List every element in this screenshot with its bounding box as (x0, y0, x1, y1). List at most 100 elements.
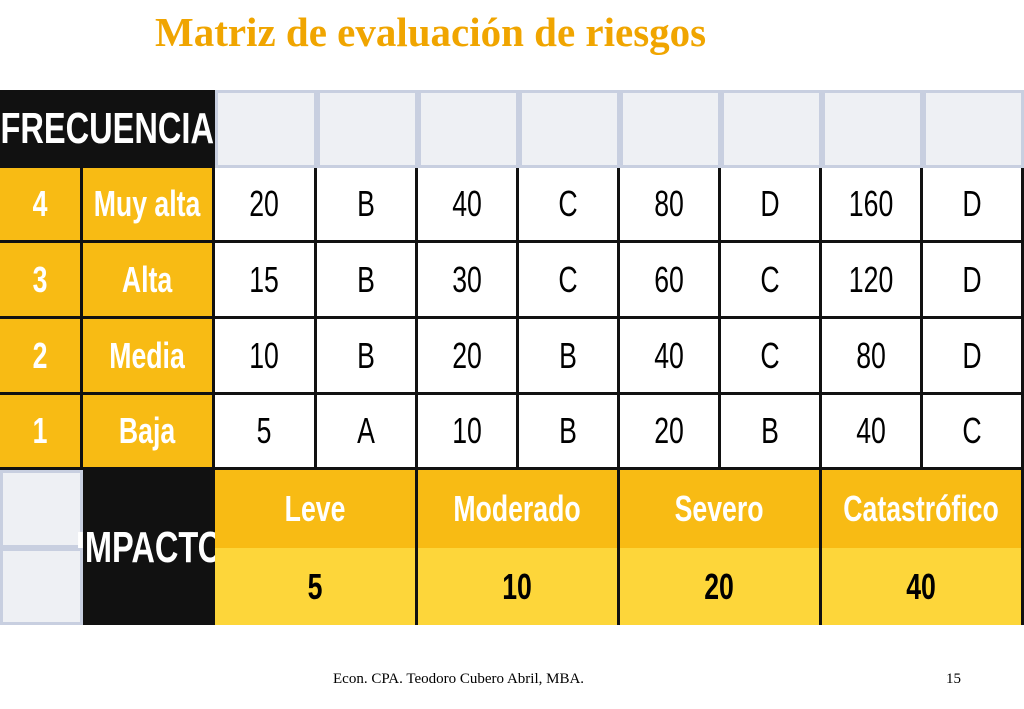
risk-score-text: 15 (249, 258, 280, 300)
risk-score: 10 (215, 319, 317, 395)
risk-rating-text: D (962, 183, 982, 224)
risk-rating: C (519, 168, 620, 243)
risk-score: 20 (215, 168, 317, 243)
risk-score-text: 30 (452, 258, 482, 300)
risk-score: 40 (822, 395, 923, 470)
risk-rating: C (721, 243, 822, 319)
impact-value: 10 (418, 548, 620, 625)
impact-blank-cell (0, 548, 83, 625)
impact-label-text: Severo (675, 488, 764, 529)
impact-label-text: Moderado (453, 488, 582, 529)
risk-score: 80 (822, 319, 923, 395)
impact-value: 5 (215, 548, 418, 625)
risk-rating: C (721, 319, 822, 395)
header-blank-cell (923, 90, 1024, 168)
risk-score: 15 (215, 243, 317, 319)
risk-score-text: 40 (452, 183, 482, 224)
risk-rating: A (317, 395, 418, 470)
risk-rating-text: C (760, 258, 780, 300)
impact-label: Catastrófico (822, 470, 1024, 548)
impact-value: 20 (620, 548, 822, 625)
risk-rating-text: B (357, 258, 375, 300)
risk-rating: B (317, 243, 418, 319)
risk-rating-text: C (558, 258, 578, 300)
risk-rating-text: C (962, 410, 982, 451)
risk-score: 160 (822, 168, 923, 243)
risk-score: 5 (215, 395, 317, 470)
frequency-label: Media (83, 319, 215, 395)
risk-score-text: 80 (654, 183, 684, 224)
risk-rating-text: B (559, 410, 577, 451)
footer-author: Econ. CPA. Teodoro Cubero Abril, MBA. (333, 671, 585, 687)
impact-label: Moderado (418, 470, 620, 548)
risk-score: 20 (620, 395, 721, 470)
risk-rating: B (519, 395, 620, 470)
frequency-label-text: Baja (119, 410, 176, 451)
risk-rating: D (721, 168, 822, 243)
frequency-label: Baja (83, 395, 215, 470)
frequency-label: Alta (83, 243, 215, 319)
risk-score-text: 40 (856, 410, 886, 451)
risk-rating-text: C (558, 183, 578, 224)
risk-score-text: 160 (848, 183, 894, 224)
page-number: 15 (946, 671, 961, 687)
risk-score: 40 (418, 168, 519, 243)
risk-score-text: 80 (856, 334, 886, 376)
risk-score: 120 (822, 243, 923, 319)
frequency-label-text: Muy alta (94, 183, 201, 224)
risk-rating-text: B (761, 410, 779, 451)
impact-value-text: 10 (502, 565, 533, 607)
frequency-level: 3 (0, 243, 83, 319)
risk-score-text: 60 (654, 258, 684, 300)
impact-value-text: 20 (704, 565, 735, 607)
header-blank-cell (620, 90, 721, 168)
risk-matrix: FRECUENCIA 4 Muy alta 20 B 40 C 80 D 160 D 3 Alta 15 B… (0, 90, 1024, 630)
frequency-level-text: 3 (32, 258, 48, 300)
risk-rating: B (317, 168, 418, 243)
impact-label-text: Leve (284, 488, 346, 529)
risk-rating: D (923, 243, 1024, 319)
frequency-label-text: Alta (122, 258, 173, 300)
frequency-header-text: FRECUENCIA (0, 104, 215, 153)
risk-score-text: 20 (249, 183, 280, 224)
frequency-level-text: 4 (32, 183, 48, 224)
risk-rating-text: B (357, 183, 375, 224)
risk-rating: C (923, 395, 1024, 470)
impact-header-text: IMPACTO (75, 522, 223, 572)
header-blank-cell (721, 90, 822, 168)
risk-score-text: 20 (452, 334, 482, 376)
risk-score: 40 (620, 319, 721, 395)
risk-rating-text: C (760, 334, 780, 376)
impact-label: Leve (215, 470, 418, 548)
risk-score: 20 (418, 319, 519, 395)
impact-header: IMPACTO (75, 470, 223, 625)
impact-label: Severo (620, 470, 822, 548)
risk-score-text: 10 (452, 410, 482, 451)
frequency-level: 4 (0, 168, 83, 243)
risk-score-text: 20 (654, 410, 684, 451)
header-blank-cell (317, 90, 418, 168)
frequency-label: Muy alta (83, 168, 215, 243)
frequency-level: 1 (0, 395, 83, 470)
risk-score-text: 40 (654, 334, 684, 376)
risk-rating-text: B (357, 334, 375, 376)
risk-score-text: 10 (249, 334, 280, 376)
header-blank-cell (418, 90, 519, 168)
risk-rating: D (923, 319, 1024, 395)
impact-value-text: 5 (307, 565, 323, 607)
risk-rating-text: A (357, 410, 375, 451)
frequency-level: 2 (0, 319, 83, 395)
risk-score: 80 (620, 168, 721, 243)
risk-score: 30 (418, 243, 519, 319)
header-blank-cell (215, 90, 317, 168)
impact-value: 40 (822, 548, 1024, 625)
risk-score: 60 (620, 243, 721, 319)
risk-rating: B (317, 319, 418, 395)
risk-score-text: 120 (848, 258, 894, 300)
risk-rating-text: B (559, 334, 577, 376)
risk-rating-text: D (962, 334, 982, 376)
risk-rating: B (721, 395, 822, 470)
risk-rating: B (519, 319, 620, 395)
header-blank-cell (519, 90, 620, 168)
risk-rating: C (519, 243, 620, 319)
